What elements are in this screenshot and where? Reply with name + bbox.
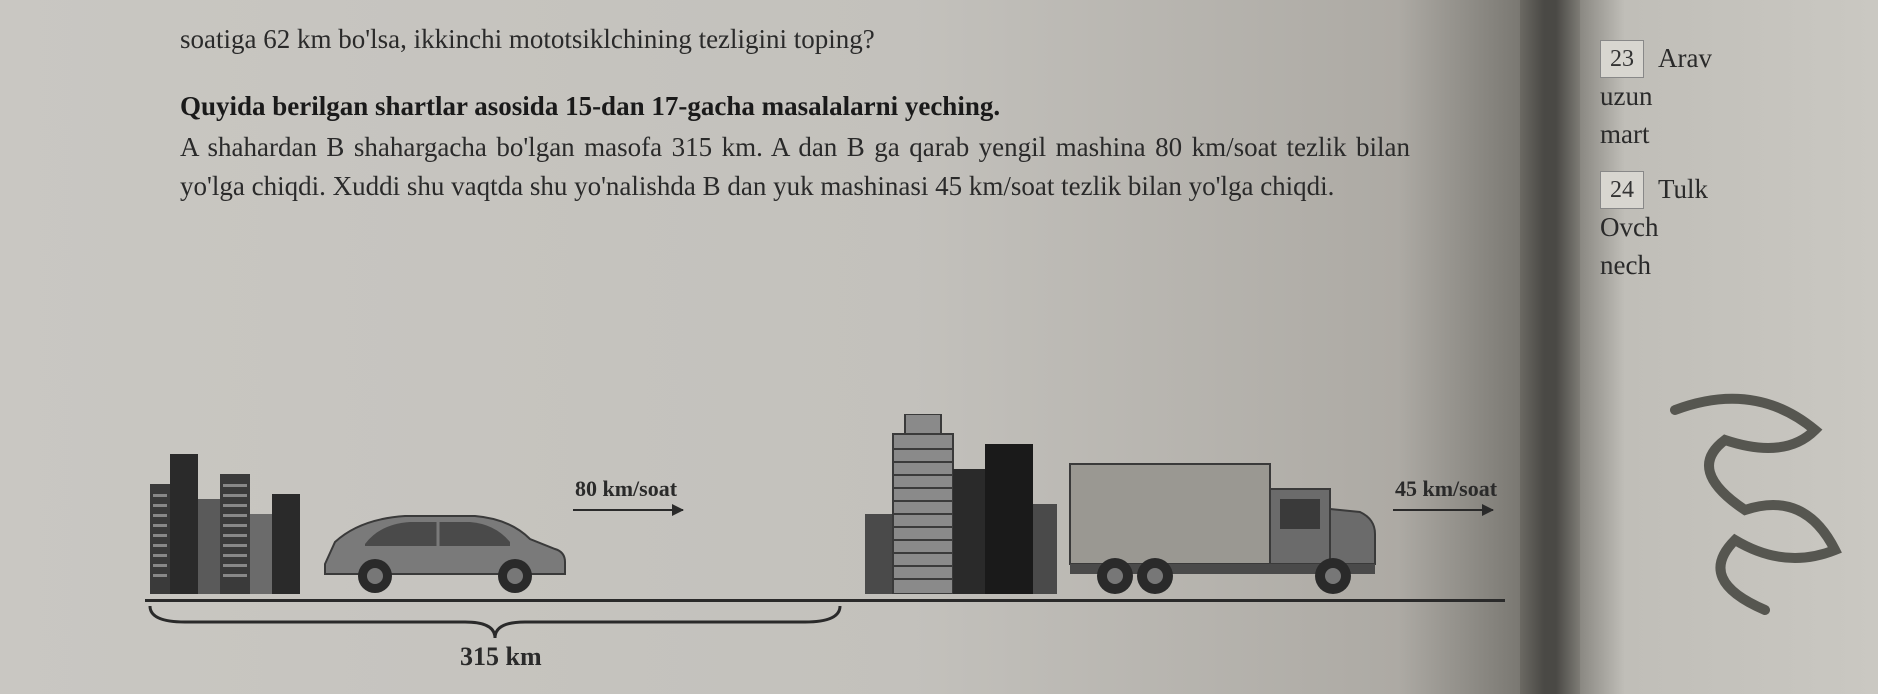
problem-24: 24 Tulk Ovch nech — [1600, 171, 1878, 284]
car-icon — [310, 504, 570, 599]
city-a-icon — [145, 444, 315, 599]
text-line: Tulk — [1658, 171, 1708, 209]
distance-label: 315 km — [460, 642, 542, 672]
text-line: Arav — [1658, 40, 1712, 78]
city-b-icon — [865, 414, 1065, 599]
section-body: A shahardan B shahargacha bo'lgan masofa… — [180, 128, 1410, 206]
text-line: uzun — [1600, 78, 1712, 116]
problem-23-text: Arav uzun mart — [1658, 40, 1712, 153]
text-line: mart — [1600, 116, 1712, 154]
problem-24-text: Tulk Ovch nech — [1658, 171, 1708, 284]
truck-speed-label: 45 km/soat — [1395, 476, 1497, 502]
left-page: soatiga 62 km bo'lsa, ikkinchi mototsikl… — [0, 0, 1520, 694]
truck-icon — [1065, 454, 1385, 599]
ground-line — [145, 599, 1505, 602]
problem-number-badge: 23 — [1600, 40, 1644, 78]
decorative-flourish-icon — [1635, 370, 1855, 635]
problem-number-badge: 24 — [1600, 171, 1644, 209]
text-line: nech — [1600, 247, 1708, 285]
text-line: Ovch — [1600, 209, 1708, 247]
car-speed-label: 80 km/soat — [575, 476, 677, 502]
distance-brace-icon — [145, 604, 845, 644]
problem-diagram: 80 km/soat — [145, 364, 1505, 674]
section-heading: Quyida berilgan shartlar asosida 15-dan … — [180, 87, 1410, 126]
right-page: 23 Arav uzun mart 24 Tulk Ovch nech — [1580, 0, 1878, 694]
previous-problem-tail: soatiga 62 km bo'lsa, ikkinchi mototsikl… — [180, 20, 1410, 59]
problem-23: 23 Arav uzun mart — [1600, 40, 1878, 153]
truck-speed-arrow-icon — [1393, 509, 1493, 511]
car-speed-arrow-icon — [573, 509, 683, 511]
book-gutter — [1520, 0, 1580, 694]
